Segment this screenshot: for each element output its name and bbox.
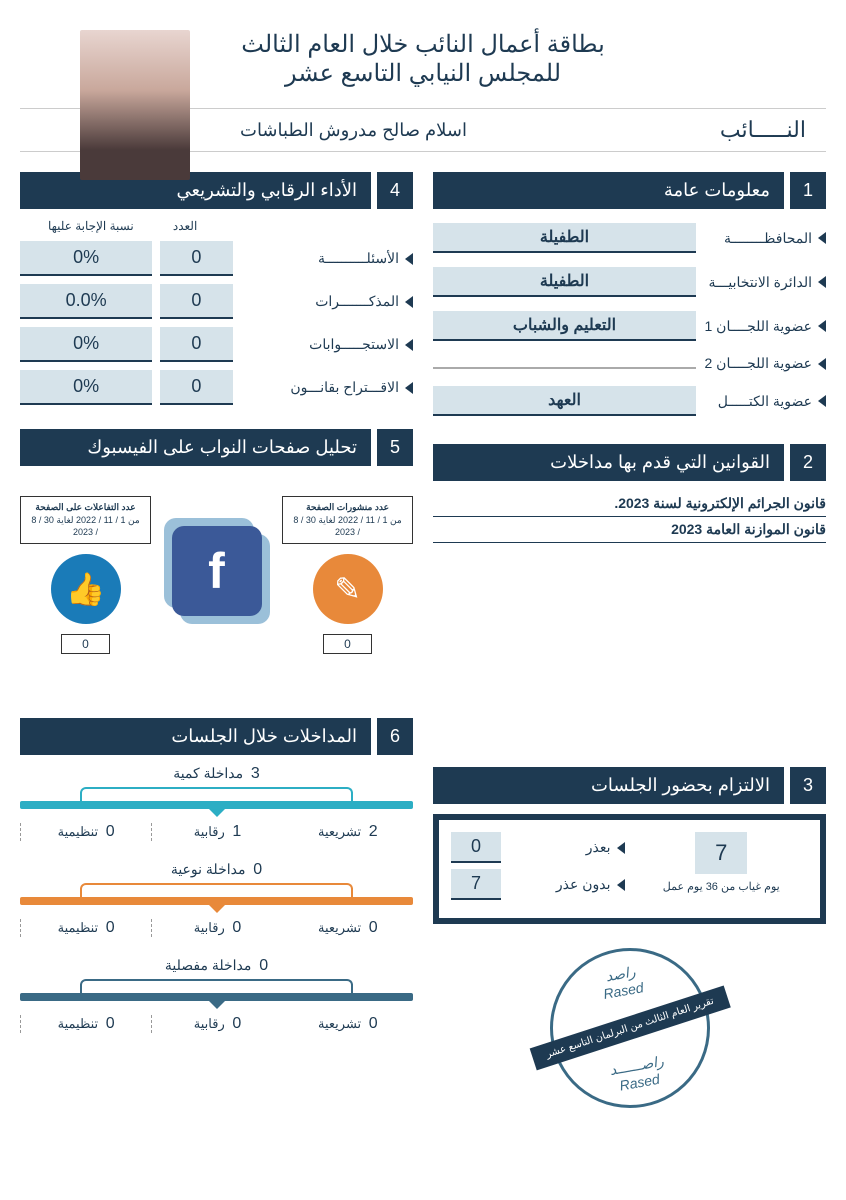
posts-count: 0 — [323, 634, 372, 654]
sec3-num: 3 — [790, 767, 826, 804]
perf-row: المذكـــــــرات00.0% — [20, 284, 413, 319]
law-item: قانون الموازنة العامة 2023 — [433, 517, 826, 543]
thumbs-up-icon: 👍 — [51, 554, 121, 624]
sec2-title: القوانين التي قدم بها مداخلات — [433, 444, 784, 481]
sec5-title: تحليل صفحات النواب على الفيسبوك — [20, 429, 371, 466]
sec6-title: المداخلات خلال الجلسات — [20, 718, 371, 755]
deputy-photo — [80, 30, 190, 180]
sec1-title: معلومات عامة — [433, 172, 784, 209]
sec6-num: 6 — [377, 718, 413, 755]
posts-range: من 1 / 11 / 2022 لغاية 30 / 8 / 2023 — [291, 514, 404, 539]
excused-label: بعذر — [586, 839, 611, 856]
col-pct: نسبة الإجابة عليها — [28, 219, 154, 233]
days-label: يوم غياب من 36 يوم عمل — [635, 880, 809, 893]
info-row: المحافظــــــــةالطفيلة — [433, 219, 826, 257]
section-general-info: 1 معلومات عامة المحافظــــــــةالطفيلة ال… — [433, 172, 826, 420]
perf-row: الاقـــتراح بقانـــون00% — [20, 370, 413, 405]
perf-row: الاستجـــــوابات00% — [20, 327, 413, 362]
interv-block: 3 مداخلة كمية 2 تشريعية1 رقابية0 تنظيمية — [20, 765, 413, 841]
days-absent: 7 — [695, 832, 747, 874]
section-interventions: 6 المداخلات خلال الجلسات 3 مداخلة كمية 2… — [20, 718, 413, 1033]
interv-block: 0 مداخلة نوعية 0 تشريعية0 رقابية0 تنظيمي… — [20, 861, 413, 937]
info-row: عضوية الكتـــــلالعهد — [433, 382, 826, 420]
info-row: عضوية اللجــــان 1التعليم والشباب — [433, 307, 826, 345]
section-laws: 2 القوانين التي قدم بها مداخلات قانون ال… — [433, 444, 826, 543]
rased-stamp: راصدRased راصــــــدRased تقرير العام ال… — [433, 948, 826, 1108]
unexcused-label: بدون عذر — [556, 876, 611, 893]
info-row: الدائرة الانتخابيـــةالطفيلة — [433, 263, 826, 301]
sec2-num: 2 — [790, 444, 826, 481]
interv-block: 0 مداخلة مفصلية 0 تشريعية0 رقابية0 تنظيم… — [20, 957, 413, 1033]
inter-count: 0 — [61, 634, 110, 654]
unexcused-val: 7 — [451, 869, 501, 900]
section-facebook: 5 تحليل صفحات النواب على الفيسبوك عدد من… — [20, 429, 413, 654]
section-attendance: 3 الالتزام بحضور الجلسات 7 يوم غياب من 3… — [433, 767, 826, 924]
facebook-icon: f — [172, 526, 262, 616]
decor-dots-right — [802, 20, 826, 44]
decor-dots-left — [190, 35, 214, 59]
deputy-label: النـــــائب — [626, 117, 826, 143]
sec5-num: 5 — [377, 429, 413, 466]
section-performance: 4 الأداء الرقابي والتشريعي العدد نسبة ال… — [20, 172, 413, 405]
law-item: قانون الجرائم الإلكترونية لسنة 2023. — [433, 491, 826, 517]
excused-val: 0 — [451, 832, 501, 863]
perf-row: الأسئلــــــــــة00% — [20, 241, 413, 276]
inter-label: عدد التفاعلات على الصفحة — [29, 501, 142, 514]
sec1-num: 1 — [790, 172, 826, 209]
info-row: عضوية اللجــــان 2 — [433, 351, 826, 376]
posts-label: عدد منشورات الصفحة — [291, 501, 404, 514]
sec4-title: الأداء الرقابي والتشريعي — [20, 172, 371, 209]
sec4-num: 4 — [377, 172, 413, 209]
col-count: العدد — [154, 219, 217, 233]
edit-icon: ✎ — [313, 554, 383, 624]
sec3-title: الالتزام بحضور الجلسات — [433, 767, 784, 804]
inter-range: من 1 / 11 / 2022 لغاية 30 / 8 / 2023 — [29, 514, 142, 539]
